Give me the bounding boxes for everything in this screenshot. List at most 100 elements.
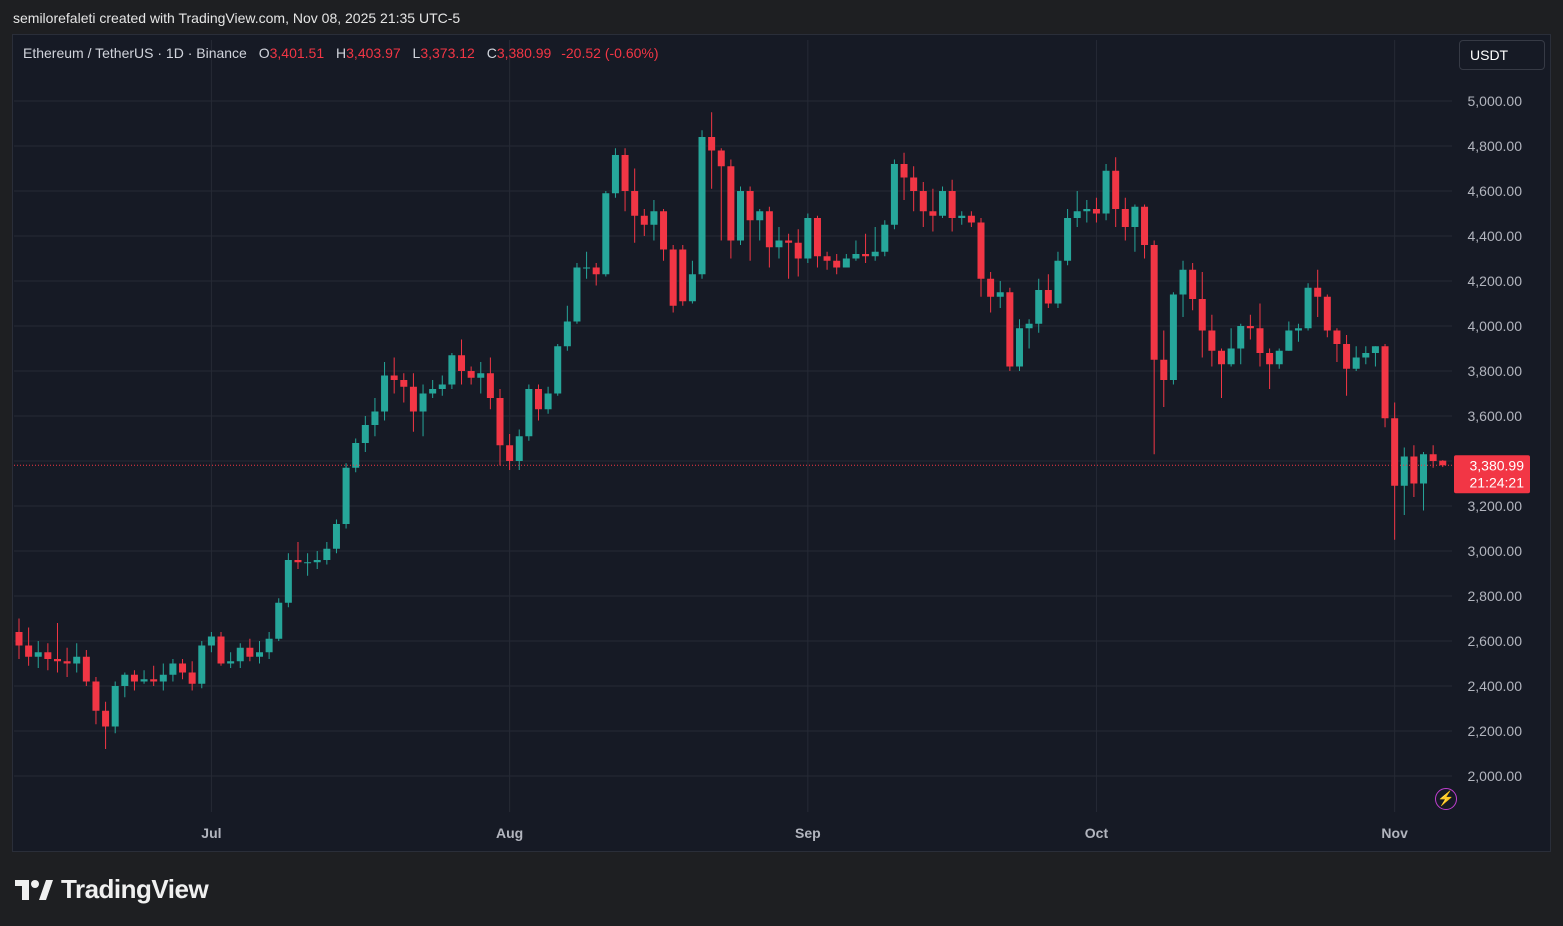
candle-up[interactable] — [1371, 346, 1379, 353]
candle-down[interactable] — [506, 445, 514, 461]
candle-up[interactable] — [1227, 348, 1235, 365]
candle-down[interactable] — [1160, 359, 1168, 380]
candle-up[interactable] — [852, 254, 860, 259]
candle-down[interactable] — [823, 256, 831, 261]
candle-down[interactable] — [92, 681, 100, 711]
candle-down[interactable] — [217, 636, 225, 664]
candle-down[interactable] — [660, 211, 668, 250]
candle-up[interactable] — [1064, 218, 1072, 261]
candle-down[interactable] — [1266, 353, 1274, 365]
candle-up[interactable] — [265, 638, 273, 653]
candle-down[interactable] — [727, 166, 735, 241]
candle-down[interactable] — [25, 645, 33, 657]
candle-down[interactable] — [1208, 330, 1216, 351]
candle-up[interactable] — [563, 321, 571, 347]
candle-down[interactable] — [246, 647, 254, 657]
candle-up[interactable] — [1035, 290, 1043, 324]
candle-up[interactable] — [275, 602, 283, 639]
candle-up[interactable] — [207, 636, 215, 646]
candle-up[interactable] — [1275, 350, 1283, 365]
candle-up[interactable] — [775, 240, 783, 248]
candle-down[interactable] — [15, 632, 23, 646]
candle-up[interactable] — [1362, 353, 1370, 358]
candle-up[interactable] — [602, 193, 610, 275]
candle-down[interactable] — [900, 164, 908, 178]
candle-up[interactable] — [169, 663, 177, 675]
candle-up[interactable] — [939, 191, 947, 216]
candle-down[interactable] — [409, 386, 417, 412]
candle-down[interactable] — [390, 375, 398, 381]
candle-up[interactable] — [1015, 328, 1023, 367]
candle-up[interactable] — [1294, 328, 1302, 331]
candle-down[interactable] — [967, 215, 975, 223]
candle-down[interactable] — [929, 211, 937, 216]
candle-down[interactable] — [179, 663, 187, 673]
candle-up[interactable] — [419, 393, 427, 412]
symbol-name[interactable]: Ethereum / TetherUS · 1D · Binance — [23, 45, 247, 61]
candle-up[interactable] — [1400, 456, 1408, 486]
candle-down[interactable] — [813, 218, 821, 257]
candle-down[interactable] — [496, 398, 504, 446]
candle-down[interactable] — [1256, 328, 1264, 353]
candle-up[interactable] — [313, 560, 321, 563]
chart-panel[interactable] — [12, 34, 1551, 852]
candle-down[interactable] — [794, 242, 802, 259]
candle-up[interactable] — [1285, 330, 1293, 351]
candle-up[interactable] — [111, 686, 119, 727]
candle-down[interactable] — [1121, 209, 1129, 227]
candle-down[interactable] — [1381, 346, 1389, 419]
candle-up[interactable] — [381, 375, 389, 412]
candle-up[interactable] — [650, 211, 658, 225]
candle-up[interactable] — [1304, 287, 1312, 329]
candle-up[interactable] — [121, 674, 129, 686]
candle-down[interactable] — [1246, 326, 1254, 329]
candle-up[interactable] — [371, 411, 379, 426]
candle-down[interactable] — [1391, 418, 1399, 486]
candle-down[interactable] — [1429, 454, 1437, 461]
candle-down[interactable] — [294, 560, 302, 563]
candle-down[interactable] — [833, 260, 841, 268]
candle-up[interactable] — [1054, 260, 1062, 304]
candle-down[interactable] — [621, 155, 629, 191]
candle-up[interactable] — [698, 137, 706, 275]
candle-down[interactable] — [400, 380, 408, 387]
candle-down[interactable] — [82, 656, 90, 682]
candle-down[interactable] — [1198, 299, 1206, 331]
candle-down[interactable] — [717, 150, 725, 167]
candle-up[interactable] — [1237, 326, 1245, 349]
candle-up[interactable] — [804, 218, 812, 259]
candle-down[interactable] — [987, 278, 995, 297]
candle-down[interactable] — [1189, 269, 1197, 299]
candle-up[interactable] — [1073, 211, 1081, 218]
candle-down[interactable] — [1150, 245, 1158, 360]
candle-down[interactable] — [631, 191, 639, 216]
candle-down[interactable] — [1410, 456, 1418, 484]
candle-down[interactable] — [746, 191, 754, 221]
candle-down[interactable] — [1092, 209, 1100, 214]
candle-up[interactable] — [236, 647, 244, 662]
candle-up[interactable] — [1131, 206, 1139, 227]
currency-button[interactable]: USDT — [1459, 40, 1545, 70]
candle-up[interactable] — [583, 267, 591, 269]
candle-down[interactable] — [640, 215, 648, 225]
candle-up[interactable] — [688, 274, 696, 302]
candle-down[interactable] — [765, 211, 773, 248]
candle-up[interactable] — [1083, 209, 1091, 212]
candle-up[interactable] — [304, 562, 312, 564]
candle-down[interactable] — [592, 267, 600, 275]
candle-up[interactable] — [256, 652, 263, 657]
candle-up[interactable] — [448, 355, 456, 385]
candle-down[interactable] — [63, 661, 71, 664]
candle-up[interactable] — [890, 164, 898, 225]
candle-down[interactable] — [862, 254, 870, 257]
candle-up[interactable] — [611, 155, 619, 194]
candle-up[interactable] — [34, 652, 42, 657]
candle-up[interactable] — [881, 224, 889, 252]
candle-up[interactable] — [140, 679, 148, 682]
candle-down[interactable] — [1323, 296, 1331, 331]
candle-up[interactable] — [871, 251, 879, 257]
candle-up[interactable] — [227, 661, 235, 664]
candle-down[interactable] — [130, 674, 138, 682]
candle-up[interactable] — [73, 656, 81, 664]
